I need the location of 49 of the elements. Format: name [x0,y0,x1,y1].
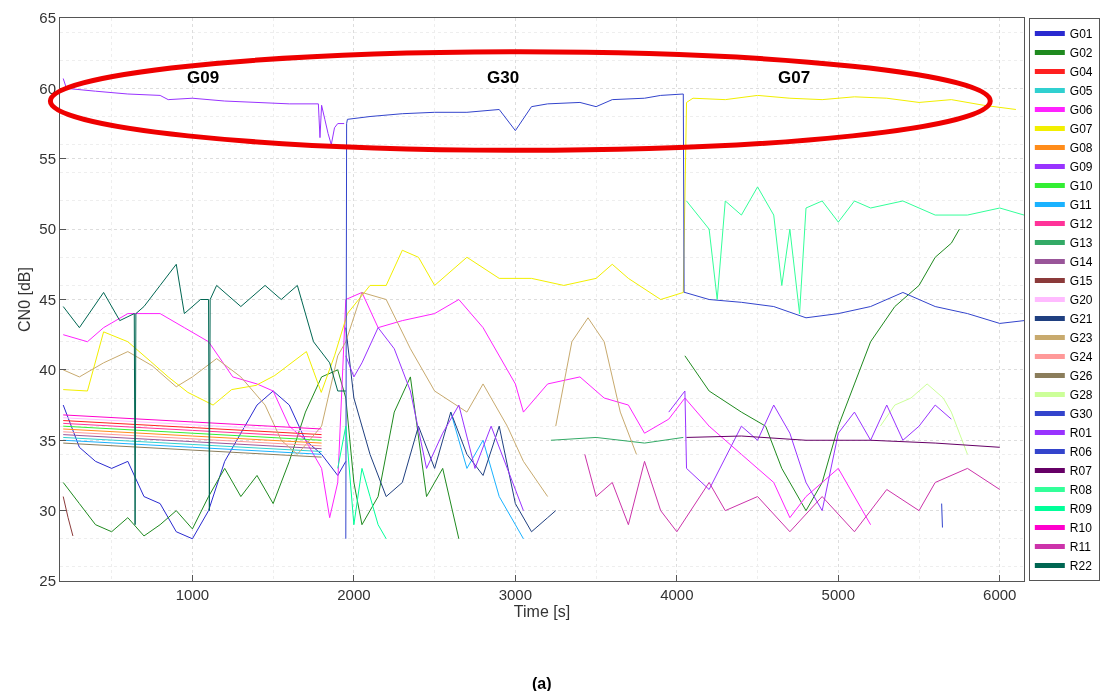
annotation: G07 [778,68,811,87]
legend-label: G20 [1069,293,1093,308]
legend-label: G07 [1069,122,1093,137]
legend-label: R11 [1069,540,1092,555]
legend-label: G05 [1069,84,1093,99]
y-tick-label: 60 [39,79,56,97]
legend-label: G21 [1069,312,1093,327]
legend-label: G12 [1069,217,1093,232]
annotation: G30 [487,68,520,87]
legend-label: R10 [1069,521,1093,536]
legend-label: G02 [1069,46,1093,61]
y-tick-label: 50 [39,220,56,238]
legend-label: G15 [1069,274,1093,289]
x-tick-label: 4000 [660,586,694,603]
y-tick-label: 45 [39,290,56,308]
x-axis-title: Time [s] [513,603,571,620]
legend-label: G11 [1069,198,1092,213]
y-tick-label: 30 [39,501,56,519]
legend-label: R07 [1069,464,1093,479]
legend-label: G10 [1069,179,1093,194]
legend-label: G13 [1069,236,1093,251]
legend-label: G30 [1069,407,1093,422]
legend-label: R09 [1069,502,1093,517]
legend-label: G26 [1069,369,1093,384]
y-axis-title: CN0 [dB] [16,267,34,332]
legend-label: R01 [1069,426,1093,441]
annotation: G09 [187,68,220,87]
legend-label: G23 [1069,331,1093,346]
legend-label: G28 [1069,388,1093,403]
y-tick-label: 65 [39,9,56,27]
legend-label: G14 [1069,255,1093,270]
x-tick-label: 2000 [337,586,371,603]
legend-label: G04 [1069,65,1093,80]
y-tick-label: 55 [39,150,56,167]
legend-label: G06 [1069,103,1093,118]
legend-label: R22 [1069,559,1093,574]
legend-label: G08 [1069,141,1093,156]
x-tick-label: 1000 [175,586,210,603]
x-tick-label: 6000 [983,586,1017,603]
legend-label: G24 [1069,350,1093,365]
y-tick-label: 35 [39,431,56,449]
legend-label: G01 [1069,27,1093,42]
x-tick-label: 3000 [498,586,533,603]
legend-label: G09 [1069,160,1093,175]
legend-label: R08 [1069,483,1093,498]
x-tick-label: 5000 [821,586,855,603]
legend-label: R06 [1069,445,1093,460]
y-tick-label: 40 [39,361,56,379]
y-tick-label: 25 [39,572,56,590]
